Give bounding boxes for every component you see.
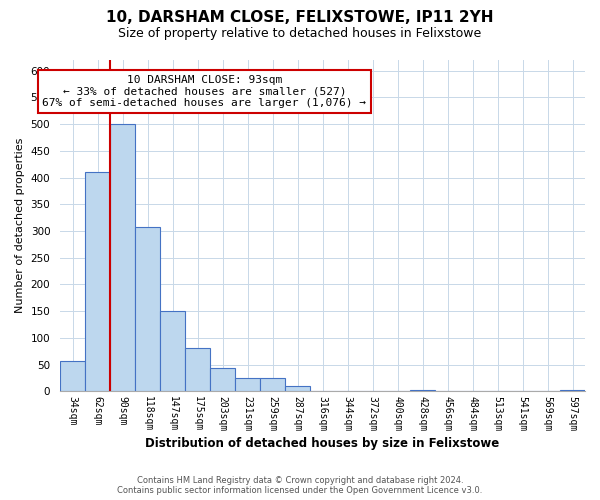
Bar [210,368,235,392]
Bar [410,390,435,392]
Bar [260,378,285,392]
Bar [85,172,110,392]
Bar [135,228,160,392]
Bar [560,390,585,392]
Bar [160,311,185,392]
Text: Size of property relative to detached houses in Felixstowe: Size of property relative to detached ho… [118,28,482,40]
Bar [60,361,85,392]
Text: Contains HM Land Registry data © Crown copyright and database right 2024.
Contai: Contains HM Land Registry data © Crown c… [118,476,482,495]
Bar [285,386,310,392]
Bar [235,378,260,392]
Text: 10, DARSHAM CLOSE, FELIXSTOWE, IP11 2YH: 10, DARSHAM CLOSE, FELIXSTOWE, IP11 2YH [106,10,494,25]
Text: 10 DARSHAM CLOSE: 93sqm
← 33% of detached houses are smaller (527)
67% of semi-d: 10 DARSHAM CLOSE: 93sqm ← 33% of detache… [43,75,367,108]
Bar [110,124,135,392]
Y-axis label: Number of detached properties: Number of detached properties [15,138,25,314]
Bar [185,348,210,392]
X-axis label: Distribution of detached houses by size in Felixstowe: Distribution of detached houses by size … [145,437,500,450]
